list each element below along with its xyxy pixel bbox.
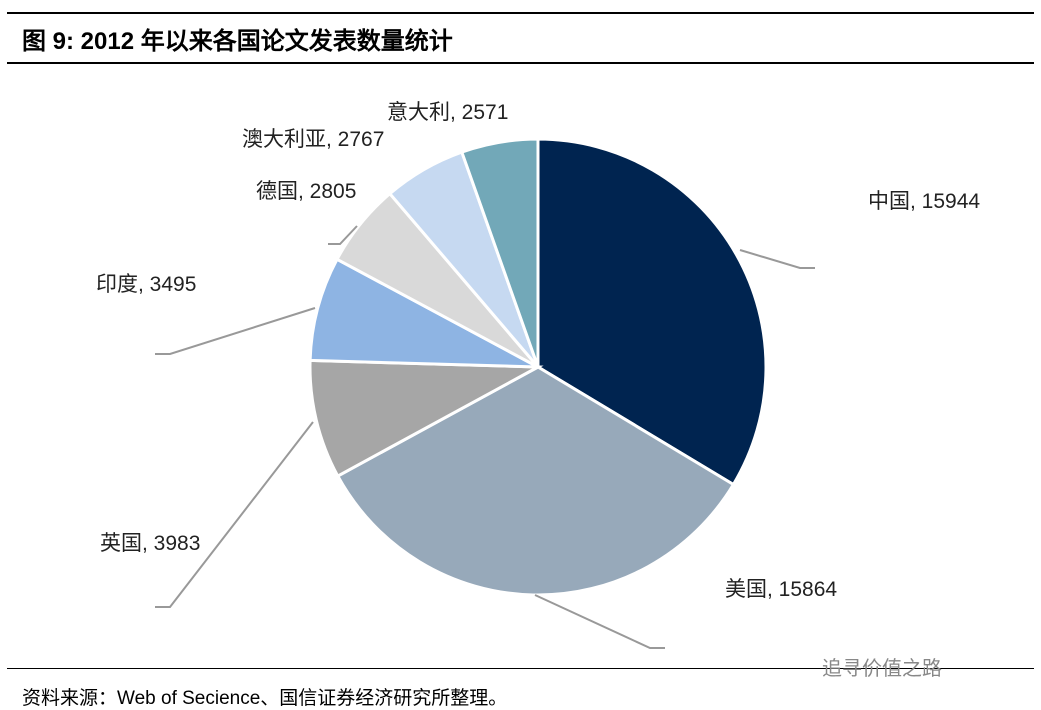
- top-rule: [7, 12, 1034, 14]
- data-label: 意大利, 2571: [387, 101, 508, 124]
- leader-line: [739, 249, 815, 269]
- leader-line: [534, 594, 665, 649]
- source-note: 资料来源：Web of Secience、国信证券经济研究所整理。: [22, 688, 508, 709]
- watermark: 追寻价值之路: [822, 658, 942, 680]
- pie-slice-4: [308, 257, 539, 369]
- data-label: 美国, 15864: [725, 578, 837, 601]
- figure-title: 图 9: 2012 年以来各国论文发表数量统计: [22, 28, 453, 55]
- data-label: 印度, 3495: [96, 273, 196, 296]
- pie-slice-3: [308, 358, 544, 479]
- pie-slice-1: [536, 137, 768, 487]
- leader-line: [155, 421, 314, 608]
- leader-line: [328, 225, 358, 245]
- data-label: 英国, 3983: [100, 532, 200, 555]
- data-label: 澳大利亚, 2767: [242, 128, 384, 151]
- data-label: 德国, 2805: [256, 180, 356, 203]
- bottom-rule: [7, 668, 1034, 669]
- data-label: 中国, 15944: [868, 190, 980, 213]
- pie-slice-7: [459, 137, 540, 368]
- pie-slice-2: [335, 365, 736, 597]
- title-rule: [7, 62, 1034, 64]
- leader-line: [155, 307, 316, 355]
